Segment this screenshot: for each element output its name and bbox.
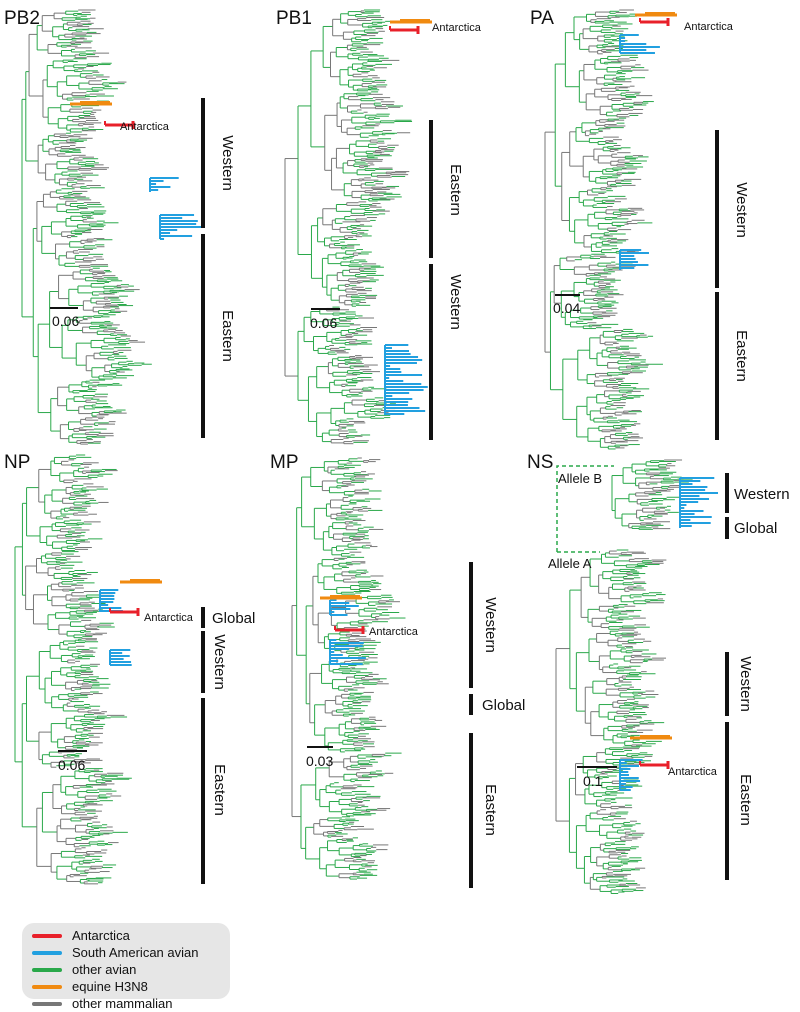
clade-bar-pb2-western: Western (201, 98, 236, 228)
clade-bar-pa-eastern: Eastern (715, 292, 750, 440)
legend-swatch-other-avian (32, 967, 62, 972)
clade-label-np-eastern: Eastern (211, 764, 228, 816)
scale-label-pb2: 0.06 (52, 313, 79, 329)
legend: Antarctica South American avian other av… (22, 923, 230, 1011)
clade-bar-mp-global: Global (469, 694, 525, 715)
legend-label-antarctica: Antarctica (72, 928, 130, 943)
clade-label-pa-eastern: Eastern (733, 330, 750, 382)
legend-item-other-avian: other avian (32, 961, 220, 978)
tree-np (14, 454, 162, 885)
legend-label-south-american-avian: South American avian (72, 945, 199, 960)
scale-bar-pa: 0.04 (553, 294, 580, 316)
clade-bar-pa-western: Western (715, 130, 750, 288)
clade-label-np-western: Western (211, 634, 228, 690)
legend-label-equine-h3n8: equine H3N8 (72, 979, 148, 994)
tree-ns-allele-b (611, 459, 719, 530)
panel-pb2: PB2 Western Eastern 0.06 Antarctica (4, 8, 236, 445)
allele-a-label: Allele A (548, 556, 592, 571)
panel-label-np: NP (4, 452, 30, 473)
panel-label-ns: NS (527, 452, 553, 473)
panel-mp: MP Western Global Eastern 0.03 Antarctic… (270, 452, 525, 888)
antarctica-annotation-pb2: Antarctica (120, 121, 170, 133)
scale-bar-pb2: 0.06 (50, 307, 79, 329)
legend-item-equine-h3n8: equine H3N8 (32, 978, 220, 995)
clade-bar-mp-western: Western (469, 562, 499, 688)
clade-label-mp-western: Western (482, 597, 499, 653)
clade-label-mp-eastern: Eastern (482, 784, 499, 836)
clade-label-pb2-western: Western (219, 135, 236, 191)
legend-swatch-equine-h3n8 (32, 984, 62, 989)
scale-bar-np: 0.06 (58, 750, 87, 773)
scale-label-ns: 0.1 (583, 773, 603, 789)
clade-bar-pb2-eastern: Eastern (201, 234, 236, 438)
clade-bar-ns-global: Global (725, 517, 777, 539)
scale-label-pa: 0.04 (553, 300, 580, 316)
clade-bar-pb1-eastern: Eastern (429, 120, 464, 258)
scale-bar-mp: 0.03 (306, 746, 333, 769)
legend-swatch-other-mammalian (32, 1001, 62, 1006)
scale-label-pb1: 0.06 (310, 315, 337, 331)
clade-label-ns-eastern: Eastern (737, 774, 754, 826)
allele-b-label: Allele B (558, 471, 602, 486)
legend-item-south-american-avian: South American avian (32, 944, 220, 961)
clade-bar-np-western: Western (201, 631, 228, 693)
clade-label-pa-western: Western (733, 182, 750, 238)
clade-bar-np-eastern: Eastern (201, 698, 228, 884)
allele-links-ns: Allele B Allele A (548, 465, 614, 571)
panel-pb1: PB1 Eastern Western 0.06 Antarctica (276, 8, 482, 445)
clade-bar-ns-western-top: Western (725, 473, 790, 513)
panel-label-pb1: PB1 (276, 8, 312, 29)
legend-label-other-avian: other avian (72, 962, 137, 977)
tree-pb2 (21, 9, 204, 445)
clade-label-ns-western-top: Western (734, 486, 790, 503)
legend-label-other-mammalian: other mammalian (72, 996, 173, 1011)
tree-mp (291, 457, 406, 880)
panel-label-pb2: PB2 (4, 8, 40, 29)
clade-bar-ns-eastern: Eastern (725, 722, 754, 880)
panel-pa: PA Western Eastern 0.04 Antarctica (530, 8, 750, 450)
scale-bar-pb1: 0.06 (310, 308, 340, 331)
clade-bar-ns-western: Western (725, 652, 754, 716)
scale-label-np: 0.06 (58, 757, 85, 773)
clade-label-ns-global: Global (734, 520, 777, 537)
tree-pa (544, 9, 677, 450)
clade-label-pb2-eastern: Eastern (219, 310, 236, 362)
tree-pb1 (284, 9, 432, 445)
clade-bar-np-global: Global (201, 607, 255, 628)
panel-np: NP Global Western Eastern 0.06 Antarctic… (4, 452, 255, 885)
antarctica-annotation-pa: Antarctica (684, 21, 734, 33)
antarctica-annotation-ns: Antarctica (668, 766, 718, 778)
scale-bar-ns: 0.1 (577, 766, 617, 789)
clade-label-mp-global: Global (482, 697, 525, 714)
scale-label-mp: 0.03 (306, 753, 333, 769)
clade-bar-pb1-western: Western (429, 264, 464, 440)
clade-label-np-global: Global (212, 610, 255, 627)
clade-label-pb1-eastern: Eastern (447, 164, 464, 216)
clade-label-ns-western: Western (737, 656, 754, 712)
panel-ns: NS Allele B Allele A Western Global West… (527, 452, 790, 895)
tree-ns (555, 549, 672, 895)
panel-label-mp: MP (270, 452, 299, 473)
clade-bar-mp-eastern: Eastern (469, 733, 499, 888)
antarctica-annotation-mp: Antarctica (369, 626, 419, 638)
panel-label-pa: PA (530, 8, 554, 29)
legend-item-other-mammalian: other mammalian (32, 995, 220, 1012)
antarctica-annotation-pb1: Antarctica (432, 22, 482, 34)
legend-swatch-antarctica (32, 933, 62, 938)
antarctica-annotation-np: Antarctica (144, 612, 194, 624)
legend-item-antarctica: Antarctica (32, 927, 220, 944)
clade-label-pb1-western: Western (447, 274, 464, 330)
legend-swatch-south-american-avian (32, 950, 62, 955)
